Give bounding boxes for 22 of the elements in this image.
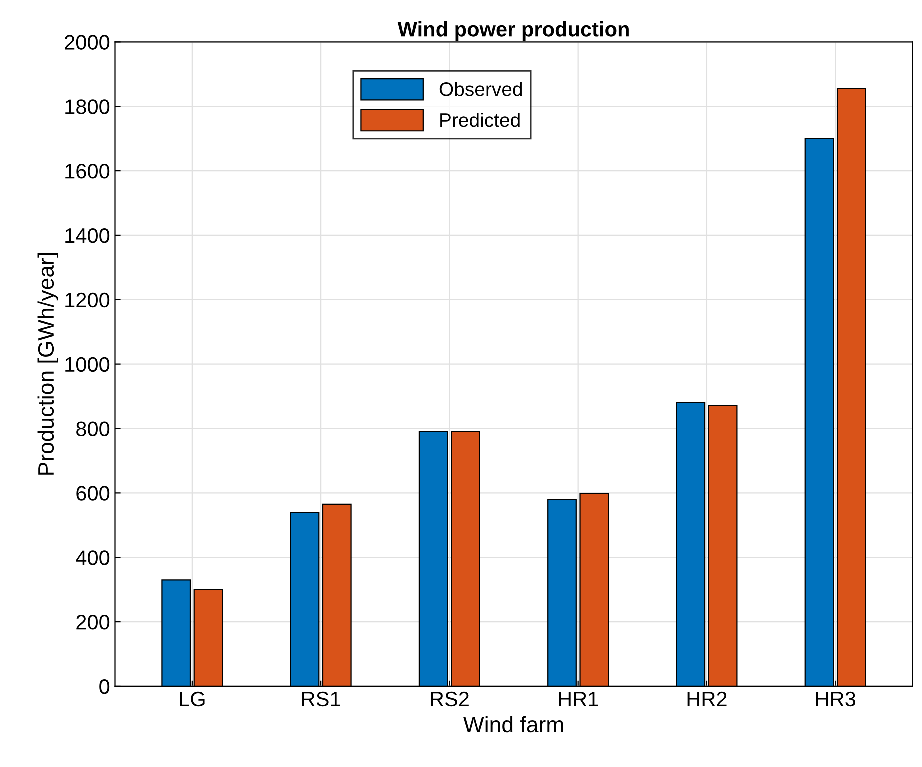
y-tick-label: 1200 [66,292,110,308]
legend-label: Predicted [440,112,520,128]
x-tick-label: LG [180,692,205,707]
x-tick-label: HR2 [688,692,727,706]
y-tick-label: 200 [76,615,110,630]
x-tick-label: RS1 [302,692,340,707]
y-tick-label: 400 [76,550,110,566]
x-tick-label: RS2 [431,692,469,707]
y-axis-title: Production [GWh/year] [38,254,58,475]
y-tick-label: 800 [76,422,110,437]
legend-label: Observed [440,82,522,96]
x-tick-label: HR1 [559,692,598,706]
x-tick-label: HR3 [816,692,856,707]
y-tick-label: 1000 [66,357,110,372]
chart-title: Wind power production [398,22,629,41]
y-tick-label: 1600 [66,164,110,179]
y-tick-label: 2000 [65,35,110,50]
y-tick-label: 1800 [66,100,110,114]
y-tick-label: 1400 [66,228,110,244]
y-tick-label: 600 [76,486,110,501]
y-tick-label: 0 [100,679,110,694]
x-axis-title: Wind farm [463,716,564,733]
